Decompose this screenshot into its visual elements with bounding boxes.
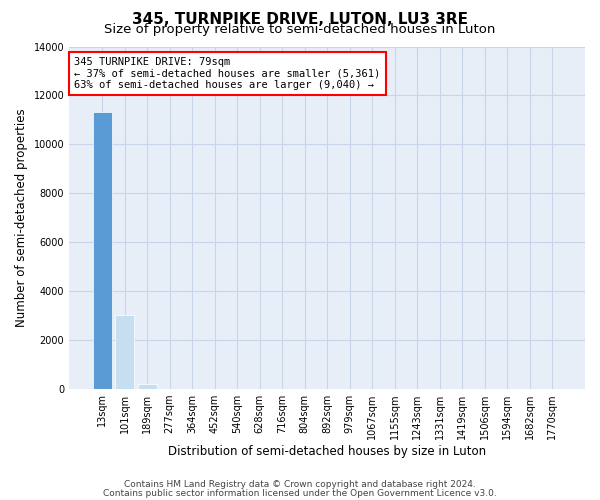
Text: Contains public sector information licensed under the Open Government Licence v3: Contains public sector information licen… [103,488,497,498]
X-axis label: Distribution of semi-detached houses by size in Luton: Distribution of semi-detached houses by … [168,444,486,458]
Bar [115,316,134,388]
Text: Contains HM Land Registry data © Crown copyright and database right 2024.: Contains HM Land Registry data © Crown c… [124,480,476,489]
Text: 345, TURNPIKE DRIVE, LUTON, LU3 3RE: 345, TURNPIKE DRIVE, LUTON, LU3 3RE [132,12,468,26]
Text: Size of property relative to semi-detached houses in Luton: Size of property relative to semi-detach… [104,24,496,36]
Text: 345 TURNPIKE DRIVE: 79sqm
← 37% of semi-detached houses are smaller (5,361)
63% : 345 TURNPIKE DRIVE: 79sqm ← 37% of semi-… [74,57,380,90]
Y-axis label: Number of semi-detached properties: Number of semi-detached properties [15,108,28,327]
Bar [92,112,112,388]
Bar [137,384,157,388]
